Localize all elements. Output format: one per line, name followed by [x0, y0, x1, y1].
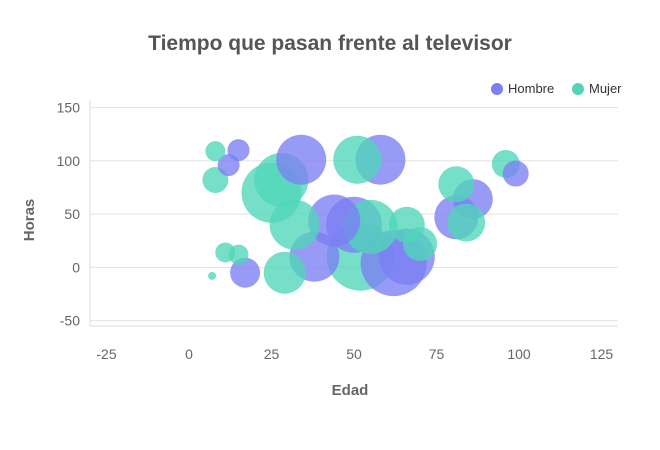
bubble-hombre[interactable] [502, 160, 529, 187]
legend-marker-mujer [572, 83, 584, 95]
legend-item-mujer[interactable]: Mujer [572, 81, 622, 96]
x-axis-ticks: -25 0 25 50 75 100 125 [96, 346, 613, 362]
bubble-mujer[interactable] [208, 271, 217, 280]
y-tick-label: 50 [64, 206, 80, 222]
y-tick-label: 150 [57, 99, 81, 115]
bubble-mujer[interactable] [447, 203, 486, 242]
x-tick-label: -25 [96, 346, 116, 362]
bubble-mujer[interactable] [438, 166, 475, 203]
bubble-hombre[interactable] [276, 134, 327, 185]
x-tick-label: 0 [185, 346, 193, 362]
bubble-mujer[interactable] [205, 141, 226, 162]
plot-area [202, 134, 529, 297]
chart-title: Tiempo que pasan frente al televisor [148, 32, 512, 55]
y-axis-ticks: 150 100 50 0 -50 [57, 99, 81, 328]
y-tick-label: 0 [72, 259, 80, 275]
bubble-mujer[interactable] [263, 251, 306, 294]
legend-item-hombre[interactable]: Hombre [491, 81, 554, 96]
x-axis-label: Edad [332, 382, 369, 399]
x-tick-label: 50 [346, 346, 362, 362]
legend-marker-hombre [491, 83, 503, 95]
bubble-hombre[interactable] [230, 257, 261, 288]
bubble-hombre[interactable] [217, 154, 240, 177]
bubble-mujer[interactable] [269, 199, 320, 250]
x-tick-label: 100 [507, 346, 531, 362]
bubble-mujer[interactable] [333, 135, 382, 184]
bubble-mujer[interactable] [228, 244, 249, 265]
x-tick-label: 25 [264, 346, 280, 362]
y-tick-label: -50 [60, 313, 80, 329]
y-axis-label: Horas [21, 199, 38, 242]
y-tick-label: 100 [57, 153, 81, 169]
legend: Hombre Mujer [491, 81, 622, 96]
bubble-mujer[interactable] [403, 226, 437, 261]
legend-label-hombre: Hombre [508, 81, 554, 96]
legend-label-mujer: Mujer [589, 81, 622, 96]
x-tick-label: 125 [590, 346, 614, 362]
x-tick-label: 75 [429, 346, 445, 362]
